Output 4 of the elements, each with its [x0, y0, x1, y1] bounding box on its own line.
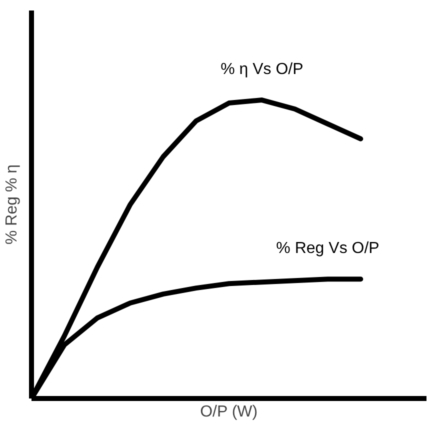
x-axis-title: O/P (W)	[200, 404, 258, 420]
series-label: % η Vs O/P	[220, 61, 304, 78]
series-label: % Reg Vs O/P	[276, 240, 380, 258]
y-axis-title: % Reg % η	[4, 164, 20, 245]
